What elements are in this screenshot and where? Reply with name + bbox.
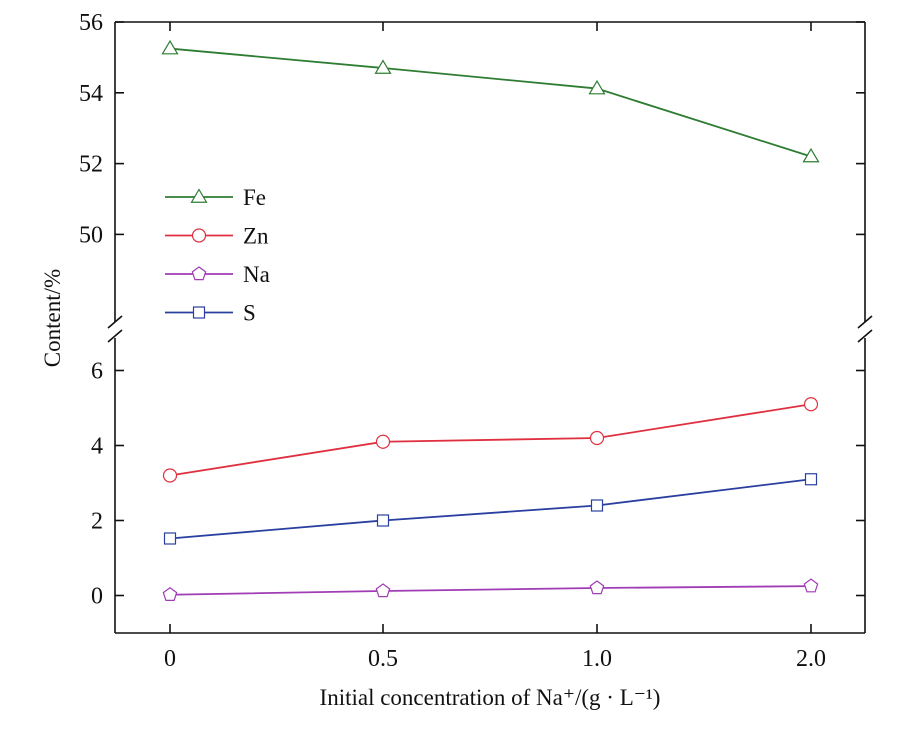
legend-marker-na bbox=[191, 266, 207, 281]
x-axis-label: Initial concentration of Na⁺/(g · L⁻¹) bbox=[320, 685, 661, 710]
x-tick-label: 0.5 bbox=[368, 646, 398, 672]
left-axis-break-mark bbox=[107, 315, 123, 329]
data-point-fe bbox=[588, 79, 606, 95]
data-point-fe bbox=[161, 39, 179, 55]
data-point-s bbox=[163, 532, 177, 545]
data-point-s bbox=[376, 514, 390, 527]
legend-marker-fe bbox=[190, 188, 208, 203]
data-point-zn bbox=[162, 468, 178, 483]
data-point-fe bbox=[802, 147, 820, 163]
data-point-zn bbox=[589, 430, 605, 446]
series-line-zn bbox=[169, 403, 812, 477]
right-axis-break-mark bbox=[857, 329, 873, 343]
left-axis-break-mark bbox=[107, 329, 123, 343]
data-point-na bbox=[162, 587, 178, 602]
y-tick-label: 0 bbox=[91, 584, 103, 610]
legend-label-na: Na bbox=[243, 262, 270, 287]
y-tick-label: 52 bbox=[79, 152, 103, 178]
y-tick-label: 4 bbox=[91, 434, 103, 460]
data-point-fe bbox=[374, 59, 392, 74]
x-tick-label: 2.0 bbox=[796, 646, 826, 672]
y-tick-label: 56 bbox=[79, 10, 103, 36]
legend-marker-zn bbox=[191, 228, 207, 243]
data-point-zn bbox=[375, 434, 391, 449]
y-tick-label: 50 bbox=[79, 222, 103, 248]
right-axis-break-mark bbox=[857, 315, 873, 329]
data-point-s bbox=[804, 473, 818, 486]
legend-marker-s bbox=[192, 306, 206, 319]
data-point-s bbox=[590, 499, 604, 512]
x-tick-label: 0 bbox=[164, 646, 176, 672]
legend-label-s: S bbox=[243, 301, 256, 326]
data-point-na bbox=[375, 583, 391, 598]
data-point-na bbox=[589, 580, 605, 595]
y-tick-label: 2 bbox=[91, 509, 103, 535]
data-point-na bbox=[803, 578, 819, 593]
series-line-s bbox=[169, 478, 812, 540]
x-tick-label: 1.0 bbox=[582, 646, 612, 672]
series-line-fe bbox=[169, 47, 812, 158]
legend-label-zn: Zn bbox=[243, 224, 269, 249]
legend-label-fe: Fe bbox=[243, 185, 266, 210]
series-line-na bbox=[169, 585, 812, 596]
y-tick-label: 6 bbox=[91, 359, 103, 385]
data-point-zn bbox=[803, 397, 819, 412]
y-axis-label: Content/% bbox=[40, 269, 65, 367]
y-tick-label: 54 bbox=[79, 81, 103, 107]
